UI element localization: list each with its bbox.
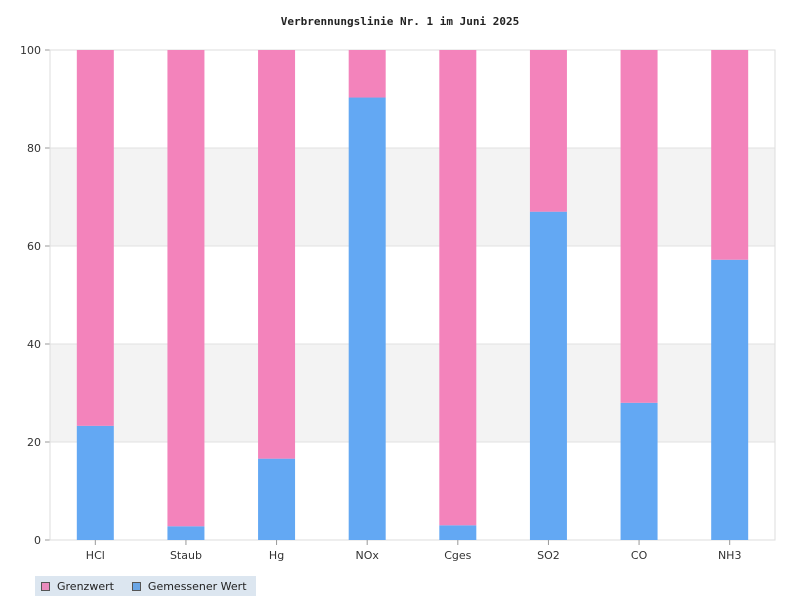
y-tick-label: 100 <box>20 44 41 57</box>
bar-grenzwert-hcl <box>76 50 114 426</box>
bar-grenzwert-cges <box>439 50 477 526</box>
bar-grenzwert-hg <box>258 50 296 459</box>
y-tick-label: 20 <box>27 436 41 449</box>
legend-item-grenzwert[interactable]: Grenzwert <box>41 580 114 593</box>
bar-gemessener-wert-hcl <box>76 425 114 540</box>
bar-grenzwert-nox <box>348 50 386 98</box>
x-tick-label: HCl <box>86 549 105 562</box>
bar-gemessener-wert-staub <box>167 526 205 540</box>
bar-grenzwert-nh3 <box>711 50 749 260</box>
bar-gemessener-wert-co <box>620 402 658 540</box>
bar-grenzwert-co <box>620 50 658 403</box>
grid-band <box>50 148 775 246</box>
bar-grenzwert-staub <box>167 50 205 527</box>
legend-label-grenzwert: Grenzwert <box>57 579 114 593</box>
x-tick-label: Cges <box>444 549 471 562</box>
x-tick-label: SO2 <box>537 549 560 562</box>
legend-label-gemessener-wert: Gemessener Wert <box>147 579 247 593</box>
legend[interactable]: Grenzwert Gemessener Wert <box>35 576 256 596</box>
bar-gemessener-wert-cges <box>439 525 477 540</box>
legend-swatch-grenzwert <box>41 581 50 591</box>
x-tick-label: CO <box>631 549 648 562</box>
y-tick-label: 80 <box>27 142 41 155</box>
bar-gemessener-wert-nh3 <box>711 259 749 540</box>
x-tick-label: NOx <box>355 549 379 562</box>
bar-gemessener-wert-so2 <box>529 211 567 540</box>
y-tick-label: 60 <box>27 240 41 253</box>
y-tick-label: 40 <box>27 338 41 351</box>
y-tick-label: 0 <box>34 534 41 547</box>
legend-swatch-gemessener-wert <box>131 581 141 591</box>
bar-grenzwert-so2 <box>529 50 567 212</box>
bar-gemessener-wert-nox <box>348 97 386 540</box>
x-tick-label: Staub <box>170 549 202 562</box>
bar-gemessener-wert-hg <box>258 458 296 540</box>
legend-item-gemessener-wert[interactable]: Gemessener Wert <box>131 579 247 593</box>
x-tick-label: NH3 <box>718 549 742 562</box>
x-tick-label: Hg <box>269 549 284 562</box>
grid-band <box>50 344 775 442</box>
chart-title: Verbrennungslinie Nr. 1 im Juni 2025 <box>280 15 520 28</box>
plot-frame <box>49 49 776 541</box>
